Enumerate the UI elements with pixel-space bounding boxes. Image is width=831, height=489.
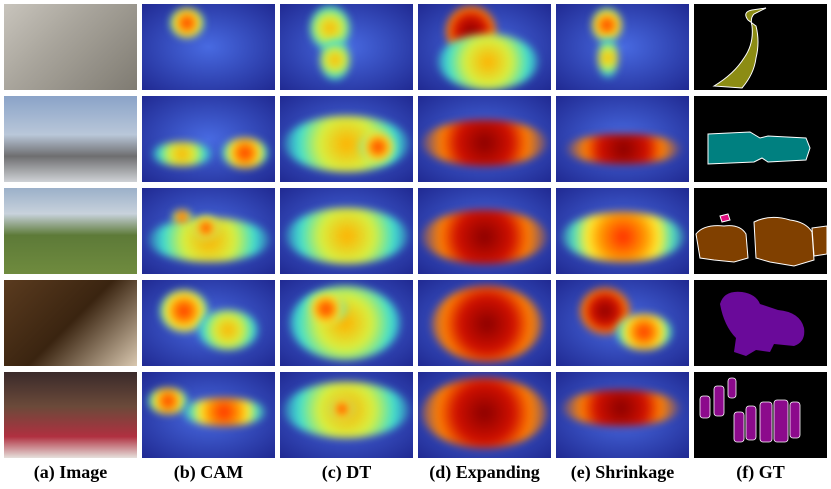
cam-row5 [142,372,275,458]
shrinkage-row4 [556,280,689,366]
cam-row1 [142,4,275,90]
gt-row2 [694,96,827,182]
dt-row4 [280,280,413,366]
gt-row1 [694,4,827,90]
image-row1 [4,4,137,90]
label-gt: (f) GT [736,462,785,482]
image-row4 [4,280,137,366]
label-cam: (b) CAM [173,462,244,482]
dt-row3 [280,188,413,274]
image-row3 [4,188,137,274]
label-shrinkage: (e) Shrinkage [570,462,675,482]
column-labels: (a) Image (b) CAM (c) DT (d) Expanding (… [4,462,827,483]
label-dt: (c) DT [321,462,372,482]
gt-row5 [694,372,827,458]
gt-row4 [694,280,827,366]
dt-row5 [280,372,413,458]
cam-row2 [142,96,275,182]
image-row2 [4,96,137,182]
shrinkage-row3 [556,188,689,274]
image-row5 [4,372,137,458]
gt-mask-bottles [699,377,801,443]
shrinkage-row2 [556,96,689,182]
label-expanding: (d) Expanding [429,462,540,482]
gt-row3 [694,188,827,274]
dt-row1 [280,4,413,90]
gt-mask-bus [707,131,811,165]
expanding-row4 [418,280,551,366]
gt-mask-dog [720,291,805,356]
label-image: (a) Image [33,462,108,482]
dt-row2 [280,96,413,182]
expanding-row3 [418,188,551,274]
image-grid [4,4,827,458]
expanding-row2 [418,96,551,182]
cam-row3 [142,188,275,274]
shrinkage-row1 [556,4,689,90]
shrinkage-row5 [556,372,689,458]
gt-mask-sheep [695,213,827,267]
cam-row4 [142,280,275,366]
gt-mask-bird [712,7,767,89]
expanding-row5 [418,372,551,458]
expanding-row1 [418,4,551,90]
